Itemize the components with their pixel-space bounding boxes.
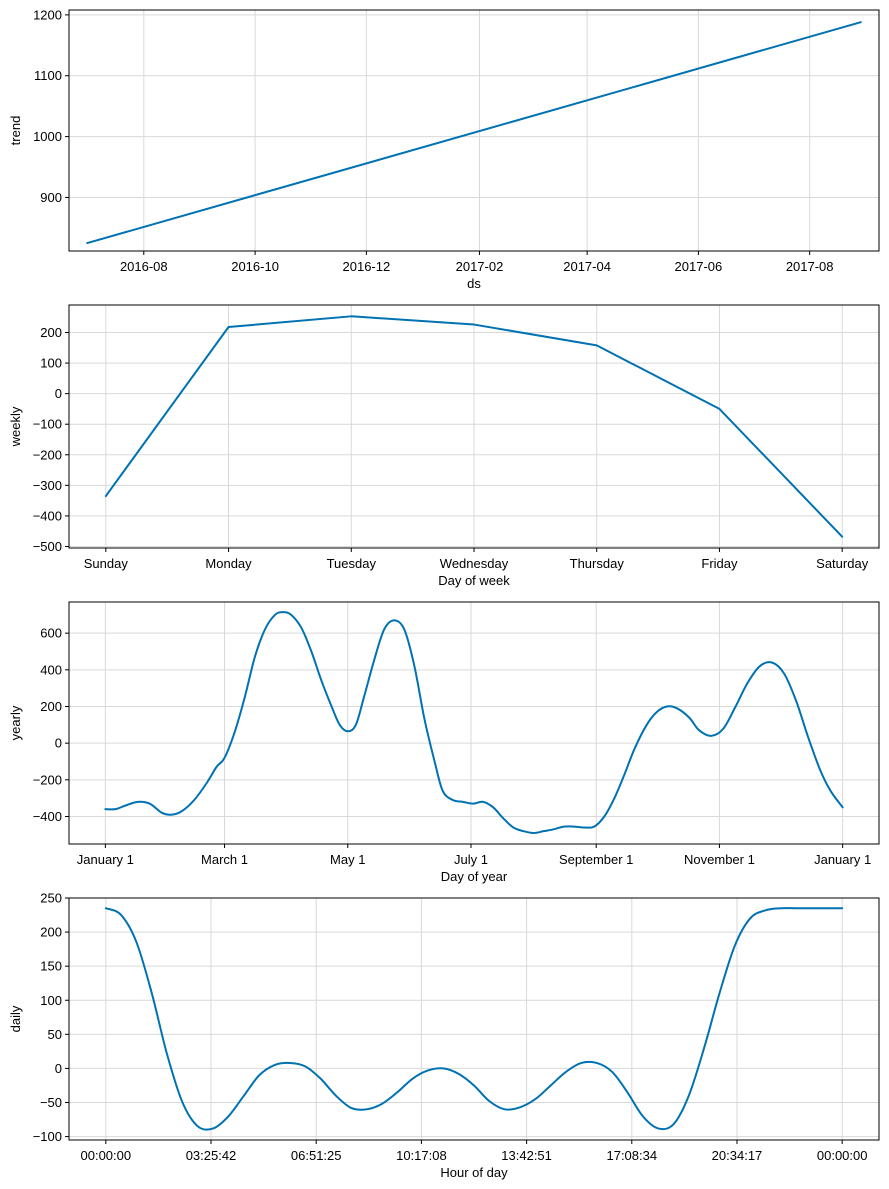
- weekly-series-line: [104, 315, 844, 538]
- trend-x-tick-label: 2017-02: [456, 259, 504, 274]
- trend-x-tick-label: 2017-04: [563, 259, 611, 274]
- daily-x-axis-label: Hour of day: [440, 1165, 508, 1180]
- trend-panel: 2016-08 2016-10 2016-12 2017-02 2017-04 2017-…: [8, 7, 880, 291]
- yearly-x-tick-label: January 1: [77, 852, 134, 867]
- trend-x-tick-label: 2016-12: [343, 259, 391, 274]
- daily-axes-frame: [68, 897, 880, 1141]
- trend-x-tick-label: 2016-10: [231, 259, 279, 274]
- daily-y-axis-label: daily: [8, 1005, 23, 1032]
- trend-y-tick-label: 900: [40, 190, 62, 205]
- daily-x-tick-label: 20:34:17: [712, 1148, 763, 1163]
- trend-series-line: [86, 21, 862, 245]
- weekly-x-tick-label: Wednesday: [440, 556, 509, 571]
- yearly-x-tick-label: March 1: [201, 852, 248, 867]
- daily-x-tick-label: 00:00:00: [817, 1148, 868, 1163]
- weekly-y-tick-label: 200: [40, 325, 62, 340]
- daily-y-tick-label: −50: [40, 1095, 62, 1110]
- weekly-y-axis-label: weekly: [8, 406, 23, 447]
- daily-y-tick-label: 200: [40, 925, 62, 940]
- weekly-x-tick-label: Saturday: [816, 556, 869, 571]
- yearly-axes-frame: [68, 601, 880, 845]
- weekly-x-tick-label: Sunday: [84, 556, 129, 571]
- trend-y-axis-label: trend: [8, 116, 23, 146]
- yearly-y-tick-label: 600: [40, 626, 62, 641]
- trend-axes-frame: [68, 9, 880, 252]
- weekly-y-tick-label: −300: [33, 478, 62, 493]
- yearly-x-axis-label: Day of year: [441, 869, 508, 884]
- weekly-x-tick-label: Tuesday: [327, 556, 377, 571]
- trend-x-tick-label: 2016-08: [120, 259, 168, 274]
- weekly-x-axis-label: Day of week: [438, 573, 510, 588]
- trend-x-tick-label: 2017-06: [675, 259, 723, 274]
- yearly-y-axis-label: yearly: [8, 705, 23, 740]
- daily-y-tick-label: 50: [48, 1027, 62, 1042]
- weekly-y-tick-label: −200: [33, 447, 62, 462]
- weekly-y-tick-label: −100: [33, 417, 62, 432]
- weekly-x-tick-label: Monday: [205, 556, 252, 571]
- yearly-y-tick-label: 400: [40, 662, 62, 677]
- daily-x-tick-label: 17:08:34: [606, 1148, 657, 1163]
- yearly-x-tick-label: November 1: [684, 852, 755, 867]
- weekly-y-tick-label: 0: [55, 386, 62, 401]
- daily-y-tick-label: −100: [33, 1129, 62, 1144]
- daily-x-tick-label: 10:17:08: [396, 1148, 447, 1163]
- weekly-x-tick-label: Thursday: [570, 556, 625, 571]
- trend-y-tick-label: 1100: [34, 68, 62, 83]
- yearly-x-tick-label: May 1: [330, 852, 365, 867]
- daily-series-line: [104, 907, 844, 1131]
- weekly-panel: Sunday Monday Tuesday Wednesday Thursday Frid…: [8, 304, 880, 588]
- weekly-x-tick-label: Friday: [701, 556, 738, 571]
- daily-y-tick-label: 0: [55, 1061, 62, 1076]
- yearly-y-tick-label: 0: [55, 736, 62, 751]
- daily-y-tick-label: 100: [40, 993, 62, 1008]
- daily-x-tick-label: 03:25:42: [186, 1148, 237, 1163]
- yearly-panel: January 1 March 1 May 1 July 1 September 1 No…: [8, 601, 880, 884]
- daily-x-tick-label: 13:42:51: [501, 1148, 552, 1163]
- weekly-y-tick-label: −400: [33, 508, 62, 523]
- trend-x-axis-label: ds: [467, 276, 481, 291]
- weekly-y-tick-label: −500: [33, 539, 62, 554]
- trend-y-tick-label: 1200: [33, 7, 62, 22]
- yearly-y-tick-label: −200: [33, 772, 62, 787]
- yearly-y-tick-label: −400: [33, 809, 62, 824]
- daily-panel: 00:00:00 03:25:42 06:51:25 10:17:08 13:42:51…: [8, 891, 880, 1180]
- daily-y-tick-label: 150: [40, 959, 62, 974]
- yearly-y-tick-label: 200: [40, 699, 62, 714]
- yearly-x-tick-label: September 1: [559, 852, 633, 867]
- yearly-x-tick-label: January 1: [814, 852, 871, 867]
- weekly-y-tick-label: 100: [40, 356, 62, 371]
- daily-y-tick-label: 250: [40, 891, 62, 906]
- yearly-x-tick-label: July 1: [454, 852, 488, 867]
- weekly-axes-frame: [68, 304, 880, 549]
- trend-x-tick-label: 2017-08: [786, 259, 834, 274]
- daily-x-tick-label: 06:51:25: [291, 1148, 342, 1163]
- yearly-series-line: [104, 611, 844, 834]
- trend-y-tick-label: 1000: [33, 129, 62, 144]
- daily-x-tick-label: 00:00:00: [81, 1148, 132, 1163]
